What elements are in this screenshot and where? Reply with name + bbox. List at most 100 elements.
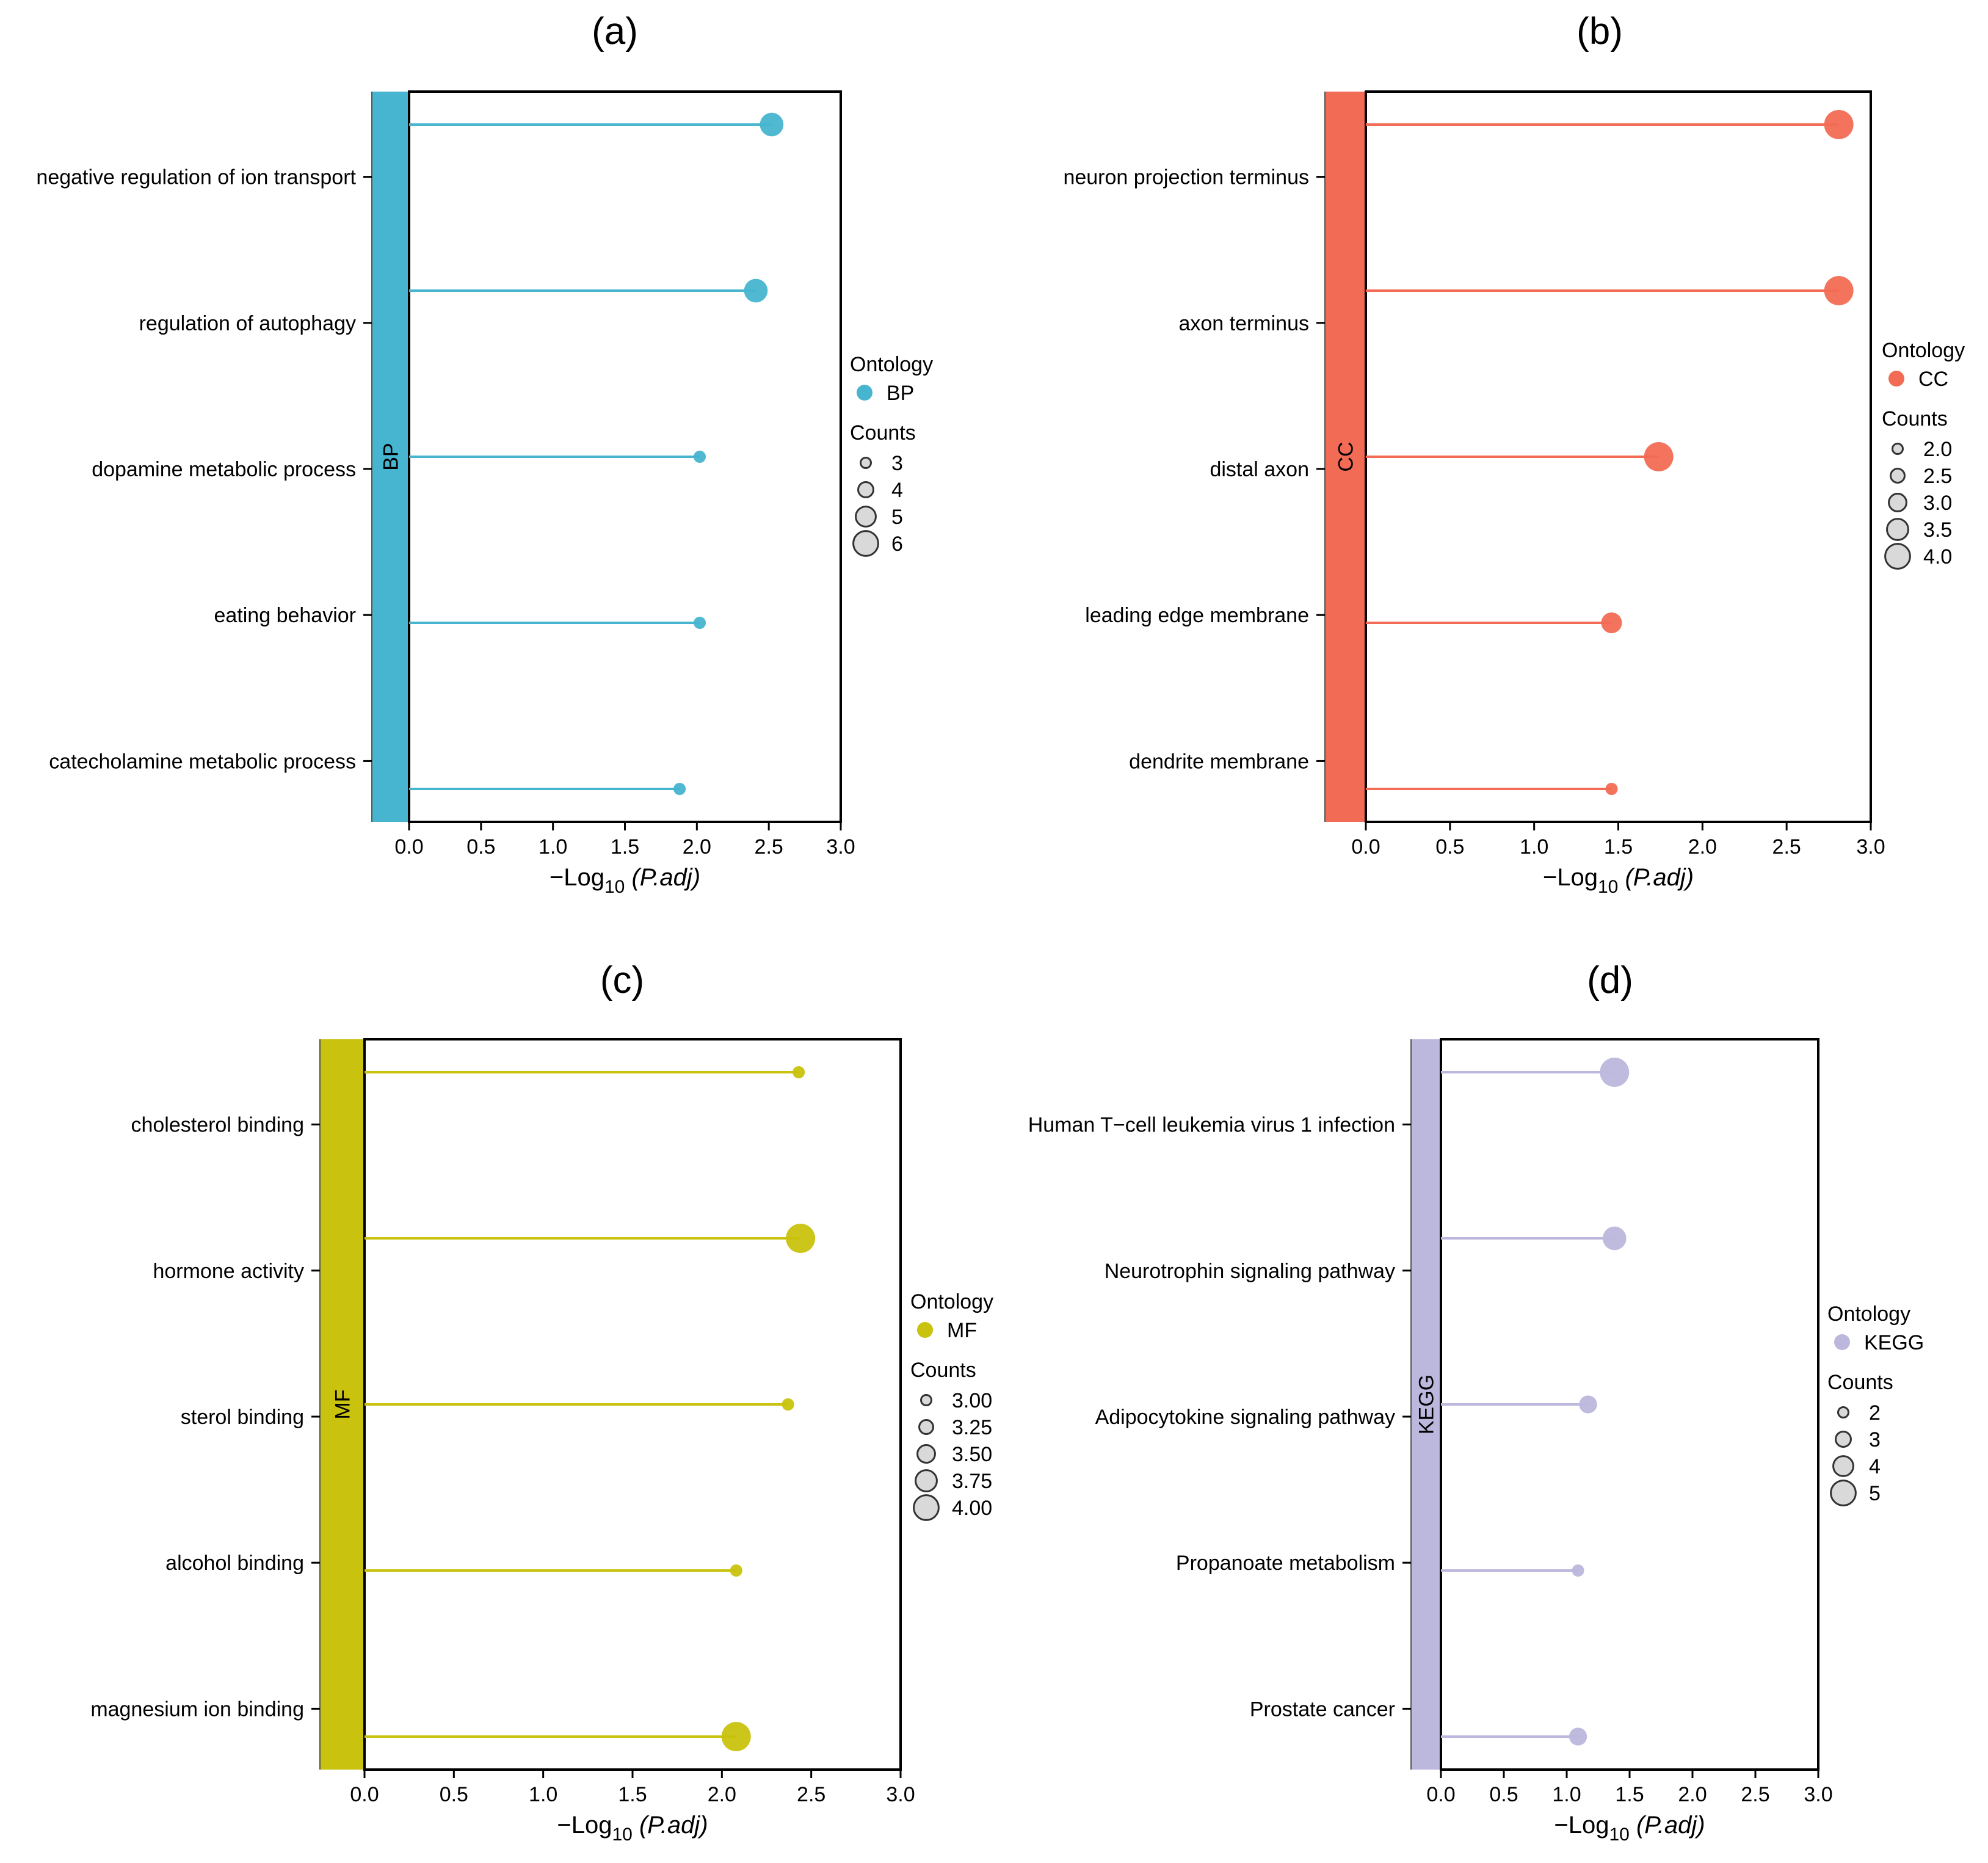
lollipop-dot — [694, 617, 706, 629]
legend-count-label: 4 — [891, 479, 903, 502]
x-axis-label: −Log10 (P.adj) — [550, 864, 700, 897]
legend-count-dot — [857, 481, 874, 498]
x-axis-label-prefix: −Log — [550, 864, 604, 891]
x-tick-label: 0.5 — [1435, 835, 1464, 859]
y-tick-label: negative regulation of ion transport — [36, 166, 356, 189]
y-tick-label: distal axon — [1210, 458, 1309, 481]
x-tick-label: 1.0 — [539, 835, 567, 859]
band-label: BP — [380, 443, 403, 470]
legend-count-label: 4.0 — [1923, 545, 1952, 568]
x-tick-label: 3.0 — [1804, 1783, 1832, 1806]
y-tick-label: hormone activity — [153, 1260, 304, 1283]
panel-d: (d) KEGG Human T−cell leukemia virus 1 inf… — [1028, 959, 1925, 1845]
legend-count-dot — [916, 1444, 936, 1464]
legend: Ontology MF Counts 3.00 3.25 3.50 3.75 4.00 — [910, 1290, 993, 1521]
y-tick-label: sterol binding — [181, 1406, 304, 1429]
x-tick-label: 3.0 — [886, 1783, 915, 1806]
band-label: KEGG — [1415, 1375, 1438, 1434]
y-tick-label: axon terminus — [1178, 312, 1309, 335]
x-tick-label: 1.5 — [1615, 1783, 1644, 1806]
y-tick-label: catecholamine metabolic process — [49, 750, 356, 773]
legend-ontology-title: Ontology — [850, 353, 933, 376]
x-tick-label: 1.0 — [1552, 1783, 1581, 1806]
band-label: MF — [332, 1389, 355, 1419]
legend-count-dot — [918, 1419, 934, 1435]
legend-count-dot — [915, 1469, 938, 1492]
y-tick-label: neuron projection terminus — [1063, 166, 1309, 189]
band-label: CC — [1335, 441, 1358, 471]
x-tick-label: 0.5 — [1489, 1783, 1518, 1806]
legend-count-label: 5 — [891, 506, 903, 529]
lollipop-dot — [721, 1722, 751, 1751]
panel-title: (d) — [1587, 959, 1633, 1001]
legend-count-label: 3.50 — [952, 1443, 992, 1466]
x-tick-label: 3.0 — [1856, 835, 1885, 859]
x-tick-label: 2.5 — [1772, 835, 1801, 859]
panel-title: (a) — [592, 10, 638, 53]
x-tick-label: 0.0 — [394, 835, 423, 859]
lollipop-dot — [786, 1224, 816, 1253]
lollipop-dot — [782, 1398, 794, 1411]
legend-count-label: 6 — [891, 532, 903, 556]
x-tick-label: 0.5 — [466, 835, 495, 859]
ontology-band — [1411, 1039, 1441, 1770]
lollipop-dot — [1605, 783, 1618, 795]
legend-count-label: 2.0 — [1923, 438, 1952, 461]
x-axis-label-subscript: 10 — [604, 877, 625, 897]
x-axis-label-prefix: −Log — [1543, 864, 1598, 891]
x-axis-label-subscript: 10 — [1598, 877, 1618, 897]
y-tick-label: eating behavior — [214, 604, 356, 627]
legend: Ontology CC Counts 2.0 2.5 3.0 3.5 4.0 — [1882, 339, 1965, 570]
lollipop-dot — [793, 1066, 805, 1078]
legend-count-dot — [1890, 468, 1906, 484]
legend-ontology-entry: KEGG — [1864, 1331, 1924, 1354]
lollipop-dot — [1644, 442, 1674, 471]
x-axis-label-suffix: (P.adj) — [633, 1812, 708, 1839]
panel-a: (a) BP negative regulation of ion transpor… — [36, 10, 933, 897]
lollipop-dot — [1569, 1727, 1587, 1746]
legend-count-label: 3.25 — [952, 1416, 992, 1439]
x-axis-label: −Log10 (P.adj) — [1543, 864, 1694, 897]
legend-count-dot — [1835, 1431, 1852, 1448]
y-tick-label: Prostate cancer — [1250, 1698, 1395, 1721]
x-tick-label: 2.0 — [1688, 835, 1717, 859]
y-tick-label: Human T−cell leukemia virus 1 infection — [1028, 1114, 1395, 1137]
x-axis-label-suffix: (P.adj) — [625, 864, 700, 891]
y-tick-label: dopamine metabolic process — [92, 458, 356, 481]
y-tick-label: Adipocytokine signaling pathway — [1095, 1406, 1395, 1429]
panel-title: (c) — [600, 959, 644, 1001]
x-tick-label: 3.0 — [826, 835, 855, 859]
y-tick-label: regulation of autophagy — [139, 312, 356, 335]
x-tick-label: 2.0 — [1678, 1783, 1707, 1806]
lollipop-dot — [1824, 110, 1854, 139]
lollipop-dot — [730, 1564, 742, 1577]
legend-ontology-entry: CC — [1918, 368, 1948, 391]
legend-counts-title: Counts — [850, 421, 916, 445]
legend-count-label: 2.5 — [1923, 465, 1952, 488]
legend-ontology-dot — [1834, 1334, 1850, 1350]
x-tick-label: 2.5 — [755, 835, 783, 859]
legend-ontology-title: Ontology — [1882, 339, 1965, 362]
ontology-band — [1325, 92, 1366, 822]
lollipop-dot — [1602, 1226, 1627, 1251]
legend-count-dot — [1832, 1455, 1854, 1477]
panel-b: (b) CC neuron projection terminus axon term… — [1063, 10, 1965, 897]
legend-count-label: 4 — [1869, 1455, 1881, 1478]
x-tick-label: 2.5 — [797, 1783, 825, 1806]
legend-ontology-dot — [857, 385, 872, 401]
y-tick-label: leading edge membrane — [1085, 604, 1309, 627]
legend-ontology-title: Ontology — [910, 1290, 993, 1313]
x-axis-label-suffix: (P.adj) — [1630, 1812, 1705, 1839]
legend-count-dot — [1888, 493, 1907, 512]
legend-count-label: 4.00 — [952, 1497, 992, 1520]
x-tick-label: 1.5 — [1604, 835, 1633, 859]
x-axis-label-prefix: −Log — [1554, 1812, 1609, 1839]
legend-ontology-entry: BP — [887, 382, 914, 405]
lollipop-dot — [744, 278, 768, 303]
lollipop-dot — [1579, 1395, 1597, 1414]
legend-count-dot — [1886, 518, 1909, 541]
lollipop-dot — [673, 783, 686, 795]
x-axis-label-subscript: 10 — [1609, 1825, 1629, 1845]
legend: Ontology KEGG Counts 2 3 4 5 — [1827, 1302, 1924, 1506]
